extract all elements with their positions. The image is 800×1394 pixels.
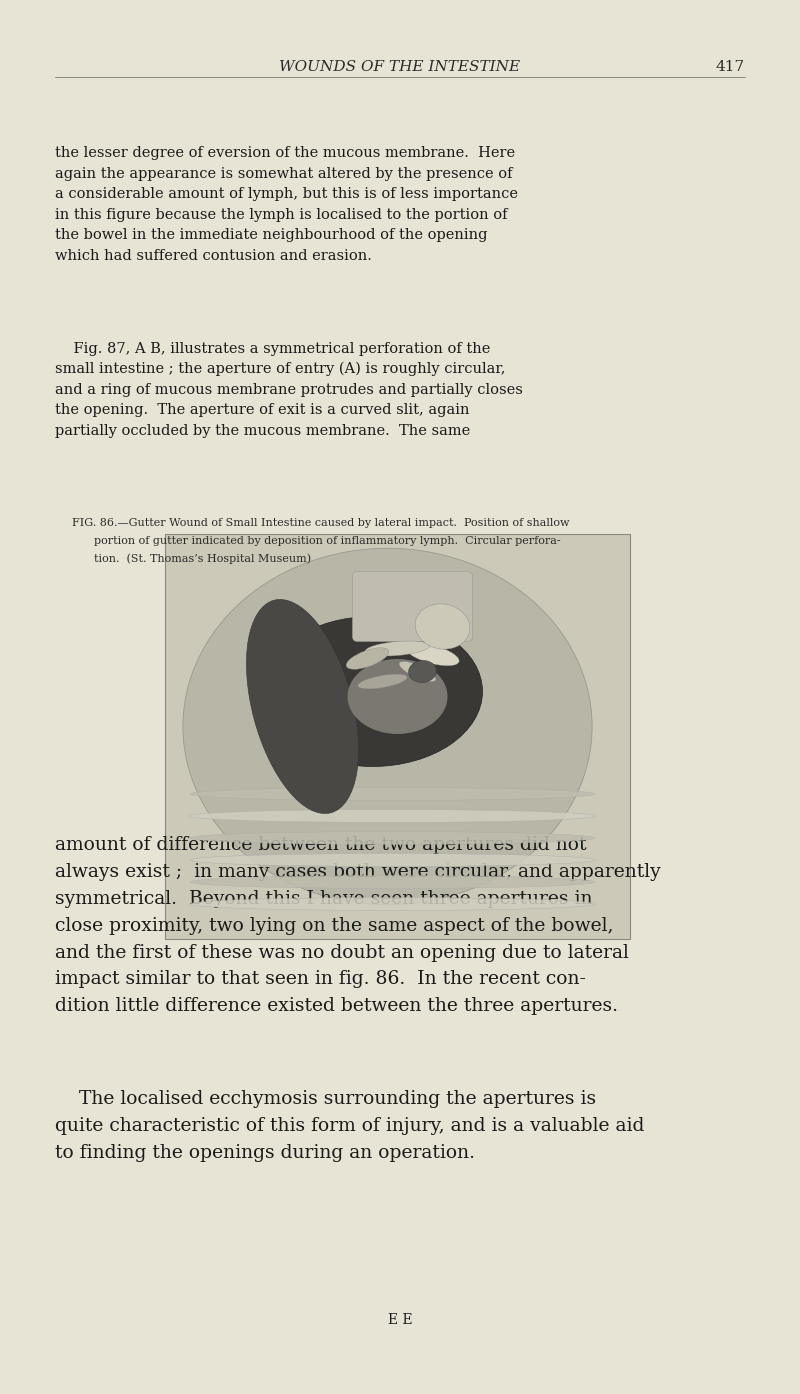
Ellipse shape bbox=[190, 810, 595, 822]
Text: and the first of these was no doubt an opening due to lateral: and the first of these was no doubt an o… bbox=[55, 944, 629, 962]
Text: which had suffered contusion and erasion.: which had suffered contusion and erasion… bbox=[55, 250, 372, 263]
Text: close proximity, two lying on the same aspect of the bowel,: close proximity, two lying on the same a… bbox=[55, 917, 614, 935]
Ellipse shape bbox=[415, 604, 470, 650]
Text: dition little difference existed between the three apertures.: dition little difference existed between… bbox=[55, 997, 618, 1015]
Text: The localised ecchymosis surrounding the apertures is: The localised ecchymosis surrounding the… bbox=[55, 1090, 596, 1108]
Text: symmetrical.  Beyond this I have seen three apertures in: symmetrical. Beyond this I have seen thr… bbox=[55, 889, 593, 907]
Text: the opening.  The aperture of exit is a curved slit, again: the opening. The aperture of exit is a c… bbox=[55, 403, 470, 417]
Ellipse shape bbox=[190, 831, 595, 845]
Text: in this figure because the lymph is localised to the portion of: in this figure because the lymph is loca… bbox=[55, 208, 507, 222]
Ellipse shape bbox=[262, 616, 482, 767]
FancyBboxPatch shape bbox=[353, 572, 473, 641]
Ellipse shape bbox=[190, 853, 595, 867]
Ellipse shape bbox=[246, 599, 358, 814]
Text: 417: 417 bbox=[716, 60, 745, 74]
Text: WOUNDS OF THE INTESTINE: WOUNDS OF THE INTESTINE bbox=[279, 60, 521, 74]
Text: amount of difference between the two apertures did not: amount of difference between the two ape… bbox=[55, 836, 586, 855]
Ellipse shape bbox=[347, 659, 447, 735]
Ellipse shape bbox=[190, 875, 595, 888]
Ellipse shape bbox=[406, 643, 459, 666]
Text: E E: E E bbox=[388, 1313, 412, 1327]
Bar bbox=[165, 534, 630, 940]
Text: impact similar to that seen in fig. 86.  In the recent con-: impact similar to that seen in fig. 86. … bbox=[55, 970, 586, 988]
Ellipse shape bbox=[190, 788, 595, 800]
Text: partially occluded by the mucous membrane.  The same: partially occluded by the mucous membran… bbox=[55, 424, 470, 438]
Text: the lesser degree of eversion of the mucous membrane.  Here: the lesser degree of eversion of the muc… bbox=[55, 146, 515, 160]
Text: again the appearance is somewhat altered by the presence of: again the appearance is somewhat altered… bbox=[55, 167, 513, 181]
Text: small intestine ; the aperture of entry (A) is roughly circular,: small intestine ; the aperture of entry … bbox=[55, 362, 506, 376]
Ellipse shape bbox=[409, 661, 437, 683]
Text: quite characteristic of this form of injury, and is a valuable aid: quite characteristic of this form of inj… bbox=[55, 1117, 644, 1135]
Ellipse shape bbox=[346, 648, 389, 669]
Ellipse shape bbox=[190, 898, 595, 910]
Text: a considerable amount of lymph, but this is of less importance: a considerable amount of lymph, but this… bbox=[55, 187, 518, 201]
Text: portion of gutter indicated by deposition of inflammatory lymph.  Circular perfo: portion of gutter indicated by depositio… bbox=[94, 535, 561, 545]
Text: Fig. 87, A B, illustrates a symmetrical perforation of the: Fig. 87, A B, illustrates a symmetrical … bbox=[55, 342, 490, 355]
Ellipse shape bbox=[365, 641, 430, 657]
Text: FIG. 86.—Gutter Wound of Small Intestine caused by lateral impact.  Position of : FIG. 86.—Gutter Wound of Small Intestine… bbox=[72, 519, 570, 528]
Text: and a ring of mucous membrane protrudes and partially closes: and a ring of mucous membrane protrudes … bbox=[55, 382, 523, 396]
Text: always exist ;  in many cases both were circular, and apparently: always exist ; in many cases both were c… bbox=[55, 863, 661, 881]
Ellipse shape bbox=[358, 675, 407, 689]
Ellipse shape bbox=[183, 548, 592, 905]
Text: to finding the openings during an operation.: to finding the openings during an operat… bbox=[55, 1143, 475, 1161]
Text: tion.  (St. Thomas’s Hospital Museum): tion. (St. Thomas’s Hospital Museum) bbox=[94, 553, 311, 563]
Ellipse shape bbox=[399, 661, 436, 682]
Text: the bowel in the immediate neighbourhood of the opening: the bowel in the immediate neighbourhood… bbox=[55, 229, 487, 243]
